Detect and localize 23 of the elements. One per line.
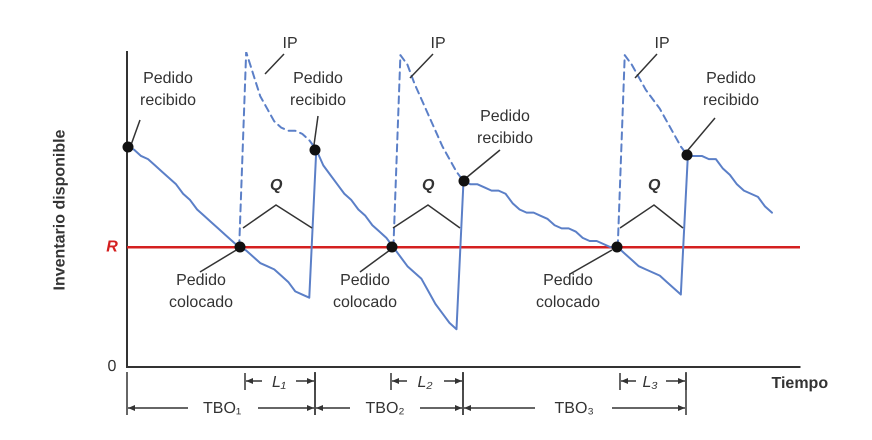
- text: TBO₃: [554, 399, 594, 419]
- text: L₁: [272, 373, 286, 393]
- annotation: Q: [422, 176, 434, 196]
- text: 0: [108, 357, 116, 377]
- text: TBO₂: [366, 399, 405, 419]
- text: TBO₁: [203, 399, 242, 419]
- text: IP: [282, 34, 298, 54]
- annotation: Pedido colocado: [168, 271, 234, 313]
- annotation: Pedido recibido: [476, 107, 534, 149]
- annotation: Q: [270, 176, 282, 196]
- text: L₃: [642, 373, 658, 393]
- series-label: IP: [654, 34, 670, 54]
- y-axis-title: Inventario disponible: [50, 130, 69, 290]
- text: L₂: [418, 373, 432, 393]
- series-label: IP: [430, 34, 446, 54]
- annotation: Q: [648, 176, 660, 196]
- annotation: Pedido recibido: [138, 69, 198, 111]
- ref-line-label: R: [106, 238, 118, 256]
- annotation: Pedido recibido: [288, 69, 348, 111]
- annotation: Pedido colocado: [534, 271, 602, 313]
- x-axis-title: Tiempo: [772, 374, 828, 394]
- annotation: Pedido colocado: [332, 271, 398, 313]
- annotation: Pedido recibido: [702, 69, 760, 111]
